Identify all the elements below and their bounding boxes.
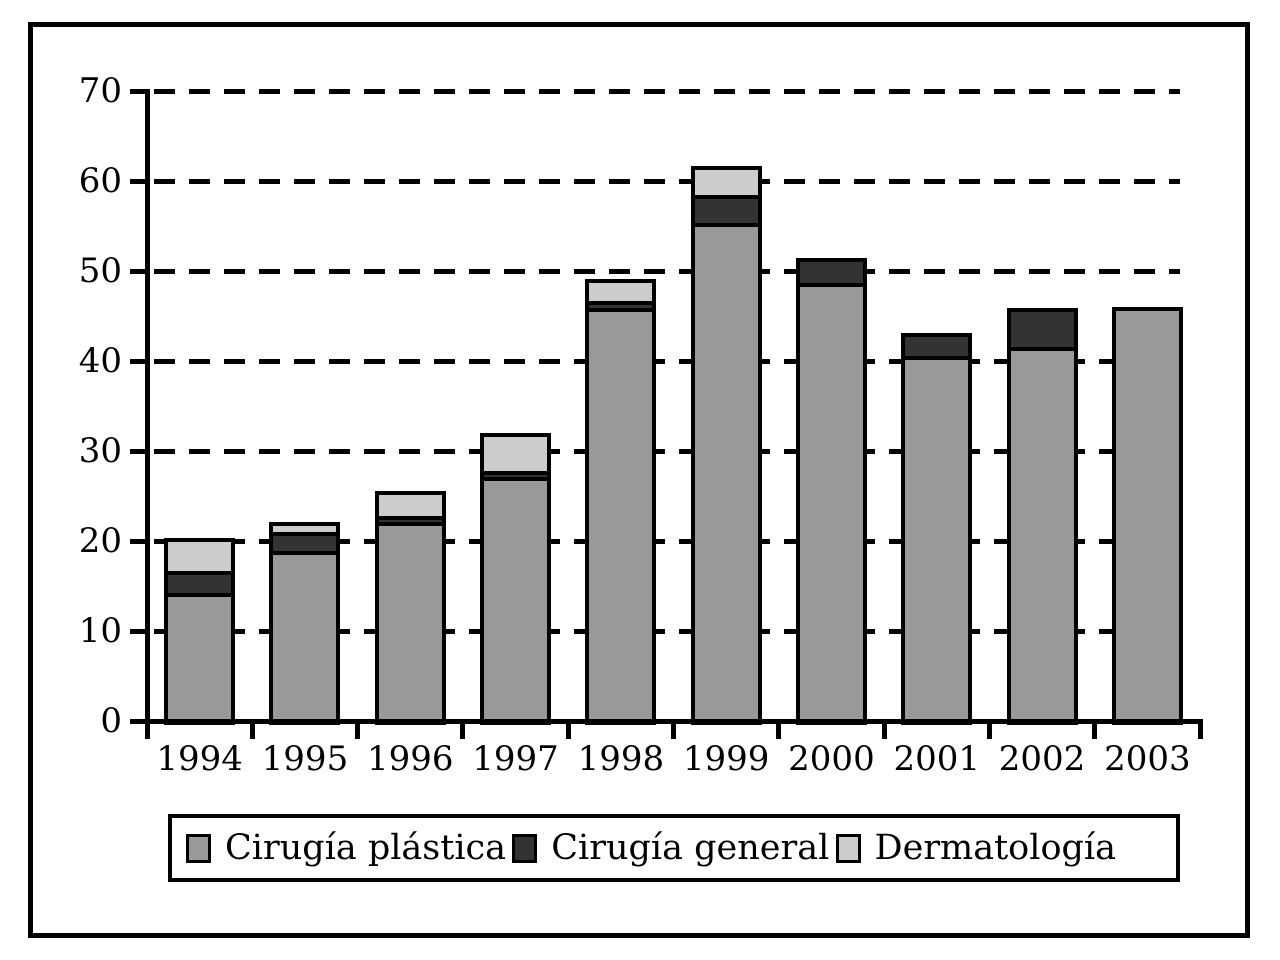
bar-1996-dermatologia: [374, 490, 446, 520]
x-tick-7: [881, 721, 887, 739]
y-tick-30: [130, 448, 147, 454]
bar-1994-cirugia-plastica: [164, 593, 236, 725]
bar-2001-cirugia-general: [901, 333, 973, 360]
y-tick-70: [130, 88, 147, 94]
x-tick-1: [249, 721, 255, 739]
bar-2000-cirugia-general: [795, 258, 867, 287]
gridline-50: [154, 268, 1180, 274]
y-tick-60: [130, 178, 147, 184]
x-tick-label-1994: 1994: [156, 739, 243, 779]
bar-2000-cirugia-plastica: [795, 282, 867, 725]
legend-label-cirugia-general: Cirugía general: [551, 828, 830, 868]
x-tick-label-1999: 1999: [682, 739, 770, 779]
gridline-40: [154, 358, 1180, 364]
gridline-30: [154, 448, 1180, 454]
bar-1994-dermatologia: [164, 538, 236, 575]
legend-item-cirugia-plastica: Cirugía plástica: [186, 828, 506, 868]
bar-1995-dermatologia: [269, 522, 341, 536]
bar-2002-cirugia-plastica: [1006, 346, 1078, 725]
legend-label-cirugia-plastica: Cirugía plástica: [225, 828, 506, 868]
bar-1998-cirugia-plastica: [585, 307, 657, 725]
x-tick-label-2002: 2002: [998, 739, 1086, 779]
x-tick-9: [1092, 721, 1098, 739]
bar-1998-dermatologia: [585, 279, 657, 305]
y-tick-0: [130, 718, 147, 724]
y-tick-label-70: 70: [78, 71, 122, 111]
bar-2002-cirugia-general: [1006, 307, 1078, 351]
x-tick-10: [1197, 721, 1203, 739]
x-tick-label-1996: 1996: [366, 739, 454, 779]
bar-1996-cirugia-plastica: [374, 522, 446, 725]
x-tick-5: [671, 721, 676, 739]
legend-swatch-cirugia-general: [512, 833, 538, 863]
x-tick-0: [144, 721, 150, 739]
bar-1995-cirugia-plastica: [269, 550, 341, 725]
x-tick-4: [565, 721, 571, 739]
x-tick-label-1997: 1997: [472, 739, 559, 779]
gridline-60: [154, 178, 1180, 184]
x-tick-8: [986, 721, 992, 739]
y-axis: [145, 89, 150, 724]
y-tick-50: [130, 268, 147, 274]
legend-swatch-cirugia-plastica: [186, 833, 211, 863]
bar-1997-dermatologia: [480, 433, 552, 475]
y-tick-40: [130, 358, 147, 364]
x-tick-3: [460, 721, 466, 739]
x-tick-label-2001: 2001: [893, 739, 980, 779]
legend-label-dermatologia: Dermatología: [874, 828, 1116, 868]
bar-1997-cirugia-plastica: [480, 477, 552, 725]
y-tick-label-0: 0: [100, 701, 122, 741]
bar-2003-cirugia-plastica: [1111, 307, 1183, 725]
x-tick-label-2000: 2000: [788, 739, 875, 779]
y-tick-10: [130, 628, 147, 634]
x-tick-2: [355, 721, 361, 739]
x-tick-label-1998: 1998: [577, 739, 665, 779]
bar-1999-cirugia-general: [690, 195, 762, 228]
bar-1999-dermatologia: [690, 165, 762, 200]
x-tick-label-1995: 1995: [261, 739, 349, 779]
y-tick-label-10: 10: [78, 611, 122, 651]
x-tick-6: [776, 721, 782, 739]
bar-1999-cirugia-plastica: [690, 223, 762, 725]
gridline-70: [154, 88, 1180, 94]
x-tick-label-2003: 2003: [1104, 739, 1191, 779]
y-tick-20: [130, 538, 147, 544]
y-tick-label-60: 60: [78, 161, 122, 201]
gridline-10: [154, 628, 1180, 634]
legend-swatch-dermatologia: [835, 833, 861, 863]
legend-item-dermatologia: Dermatología: [835, 828, 1116, 868]
y-tick-label-20: 20: [78, 521, 122, 561]
y-tick-label-50: 50: [78, 251, 122, 291]
bar-2001-cirugia-plastica: [901, 355, 973, 725]
legend-item-cirugia-general: Cirugía general: [512, 828, 829, 868]
y-tick-label-30: 30: [78, 431, 122, 471]
y-tick-label-40: 40: [78, 341, 122, 381]
legend: Cirugía plástica Cirugía general Dermato…: [168, 814, 1180, 882]
gridline-20: [154, 538, 1180, 544]
